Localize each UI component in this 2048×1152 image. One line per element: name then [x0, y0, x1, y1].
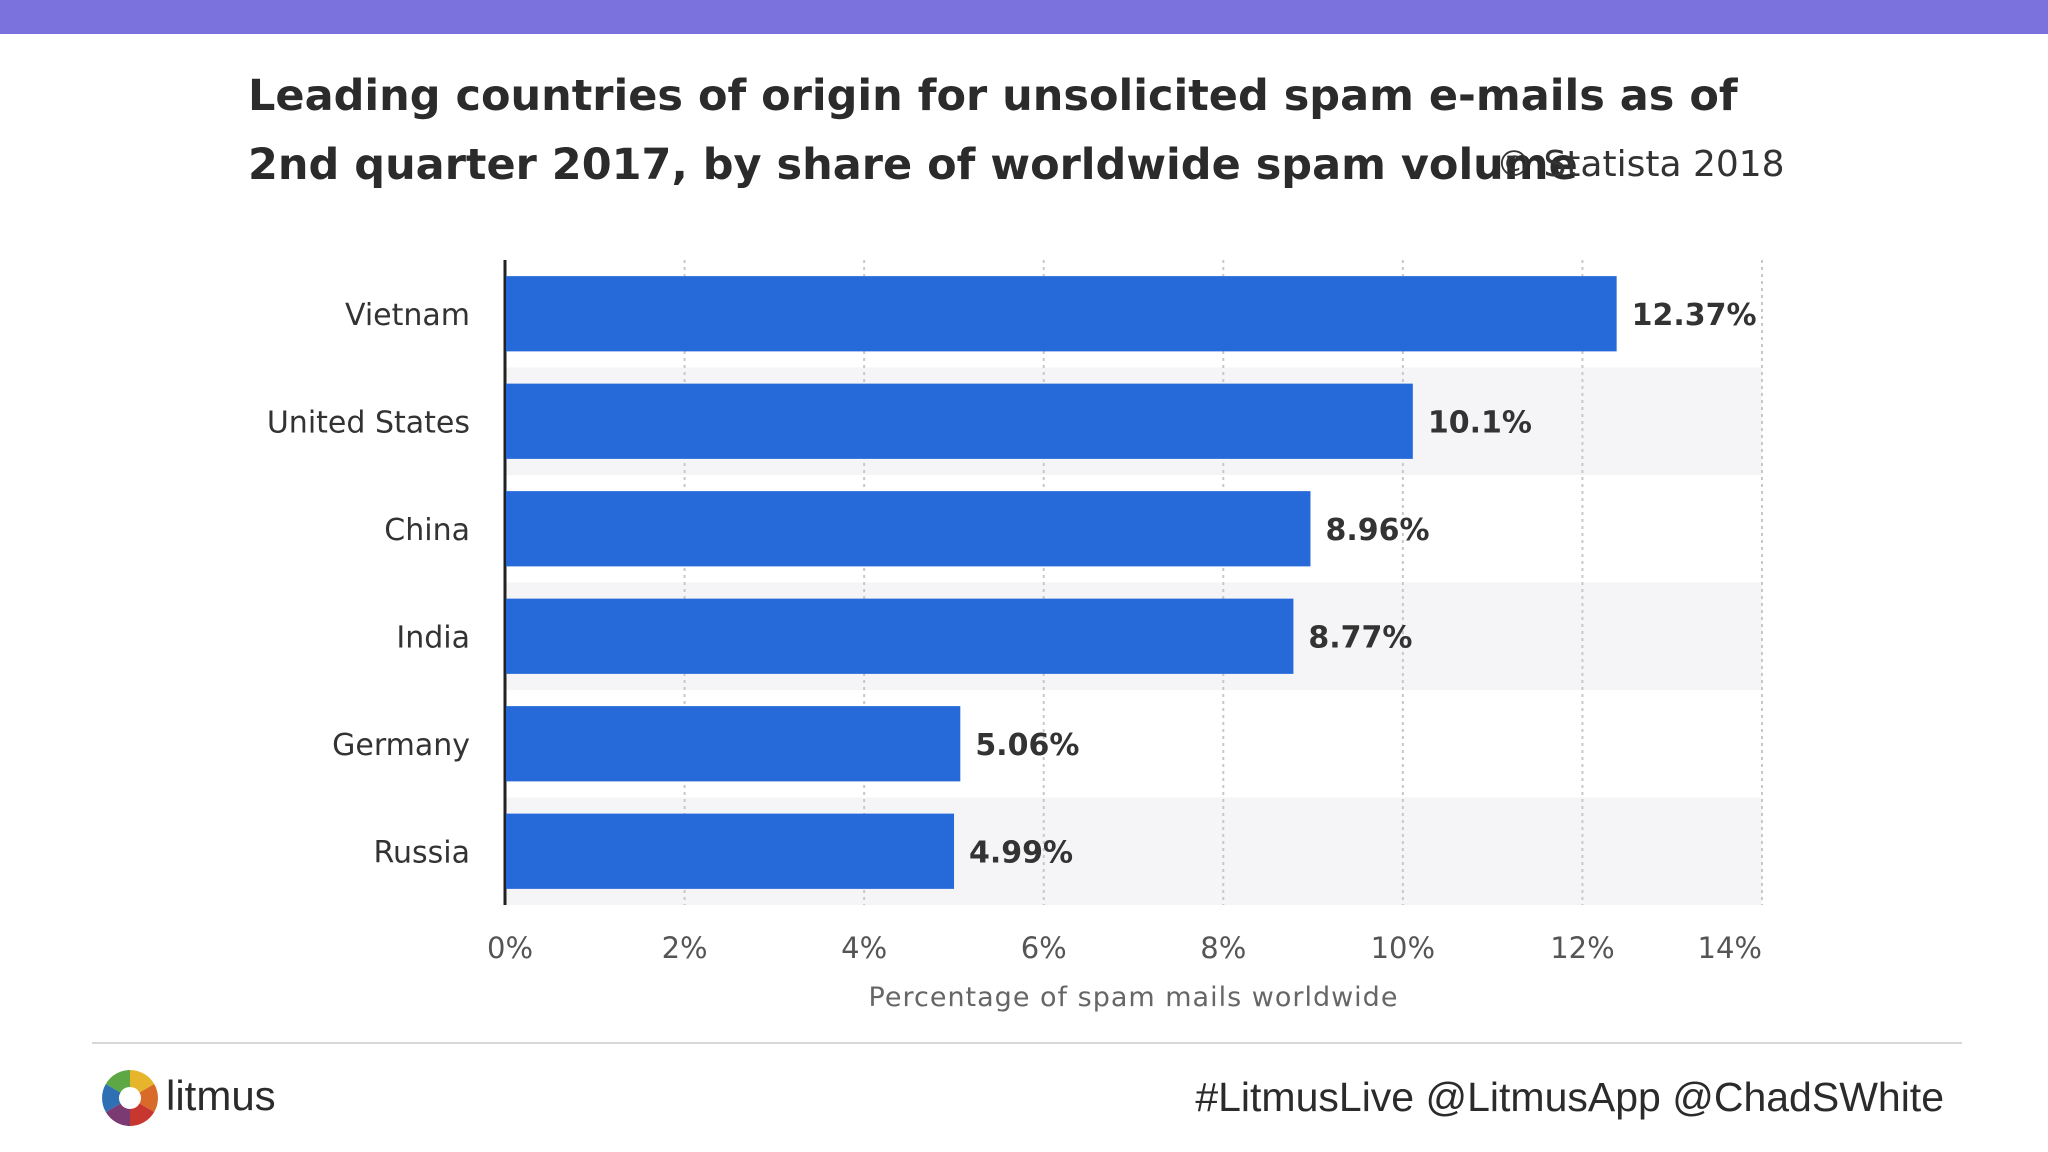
category-label: United States — [267, 405, 470, 440]
bar — [506, 813, 955, 889]
chart-title: Leading countries of origin for unsolici… — [248, 71, 1738, 190]
x-tick-label: 2% — [662, 931, 708, 965]
data-label: 12.37% — [1632, 298, 1757, 333]
x-tick-label: 8% — [1200, 931, 1246, 965]
bar — [506, 598, 1294, 674]
x-tick-label: 6% — [1021, 931, 1067, 965]
data-label: 5.06% — [975, 728, 1079, 763]
footer-hashtags: #LitmusLive @LitmusApp @ChadSWhite — [1195, 1074, 1944, 1120]
data-label: 8.77% — [1308, 620, 1412, 655]
x-tick-label: 0% — [487, 931, 533, 965]
x-tick-label: 4% — [841, 931, 887, 965]
bar — [506, 491, 1311, 567]
x-tick-label: 12% — [1550, 931, 1614, 965]
x-tick-label: 14% — [1698, 931, 1762, 965]
bar — [506, 276, 1617, 352]
bar — [506, 706, 961, 782]
x-axis-title: Percentage of spam mails worldwide — [869, 982, 1399, 1013]
data-label: 8.96% — [1325, 513, 1429, 548]
copyright-notice: © Statista 2018 — [1496, 144, 1785, 185]
bar — [506, 383, 1413, 459]
data-label: 4.99% — [969, 835, 1073, 870]
category-label: India — [396, 620, 470, 655]
category-label: China — [384, 513, 470, 548]
footer-divider — [92, 1042, 1962, 1044]
category-label: Germany — [332, 728, 470, 763]
category-label: Vietnam — [345, 298, 470, 333]
x-tick-label: 10% — [1371, 931, 1435, 965]
bar-chart: 0% 2% 4% 6% 8% 10% 12% 14% Vietnam 12.37% United S… — [267, 260, 1763, 1013]
data-label: 10.1% — [1428, 405, 1532, 440]
category-label: Russia — [374, 835, 471, 870]
litmus-logo-text: litmus — [166, 1072, 276, 1119]
top-accent-bar — [0, 0, 2048, 34]
litmus-logo-icon — [102, 1070, 158, 1126]
